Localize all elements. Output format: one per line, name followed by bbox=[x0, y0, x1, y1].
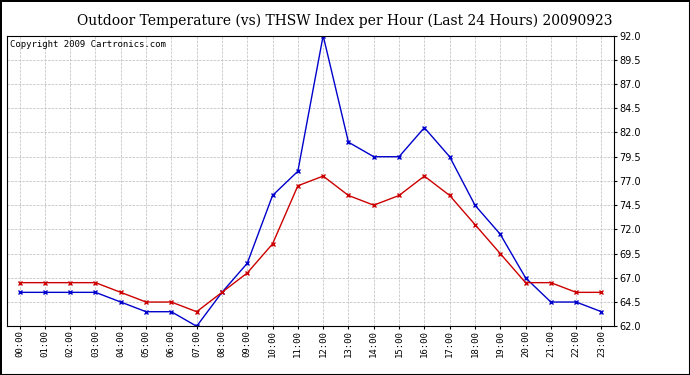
Text: Outdoor Temperature (vs) THSW Index per Hour (Last 24 Hours) 20090923: Outdoor Temperature (vs) THSW Index per … bbox=[77, 13, 613, 27]
Text: Copyright 2009 Cartronics.com: Copyright 2009 Cartronics.com bbox=[10, 40, 166, 49]
